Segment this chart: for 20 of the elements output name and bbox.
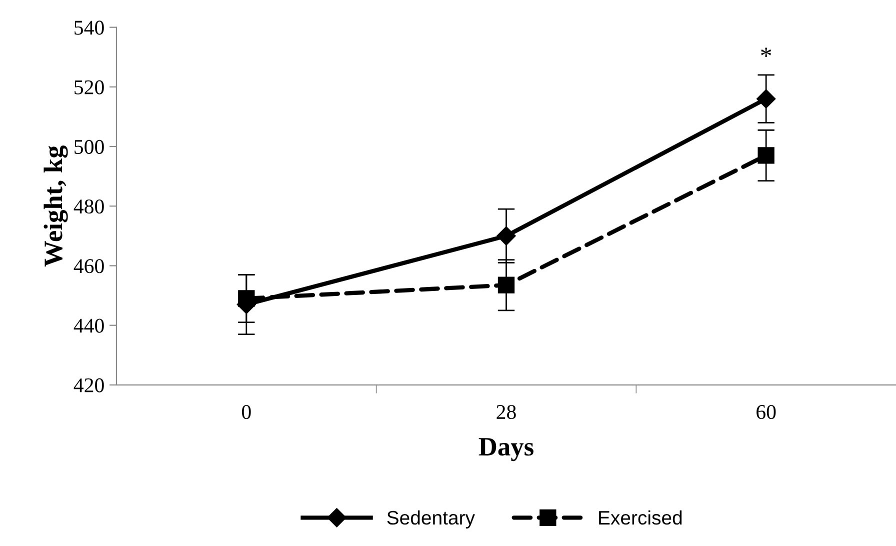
y-axis-title: Weight, kg [44,146,68,267]
x-tick-label: 60 [756,404,776,420]
y-tick-label: 520 [74,80,104,94]
y-tick-label: 460 [74,259,104,274]
legend-label: Sedentary [387,510,475,528]
annotation: * [761,48,772,57]
y-tick-label: 480 [74,199,104,214]
point [758,147,774,164]
legend-label: Exercised [599,510,682,525]
y-tick-label: 500 [74,140,104,154]
point [238,290,255,307]
y-tick-label: 420 [74,378,104,392]
point [496,226,516,246]
x-axis-title: Days [478,438,534,462]
point [756,89,776,108]
point [498,276,515,294]
x-tick-label: 28 [496,404,516,420]
y-tick-label: 440 [74,318,104,333]
y-tick-label: 540 [74,20,104,35]
x-tick-label: 0 [242,404,251,420]
